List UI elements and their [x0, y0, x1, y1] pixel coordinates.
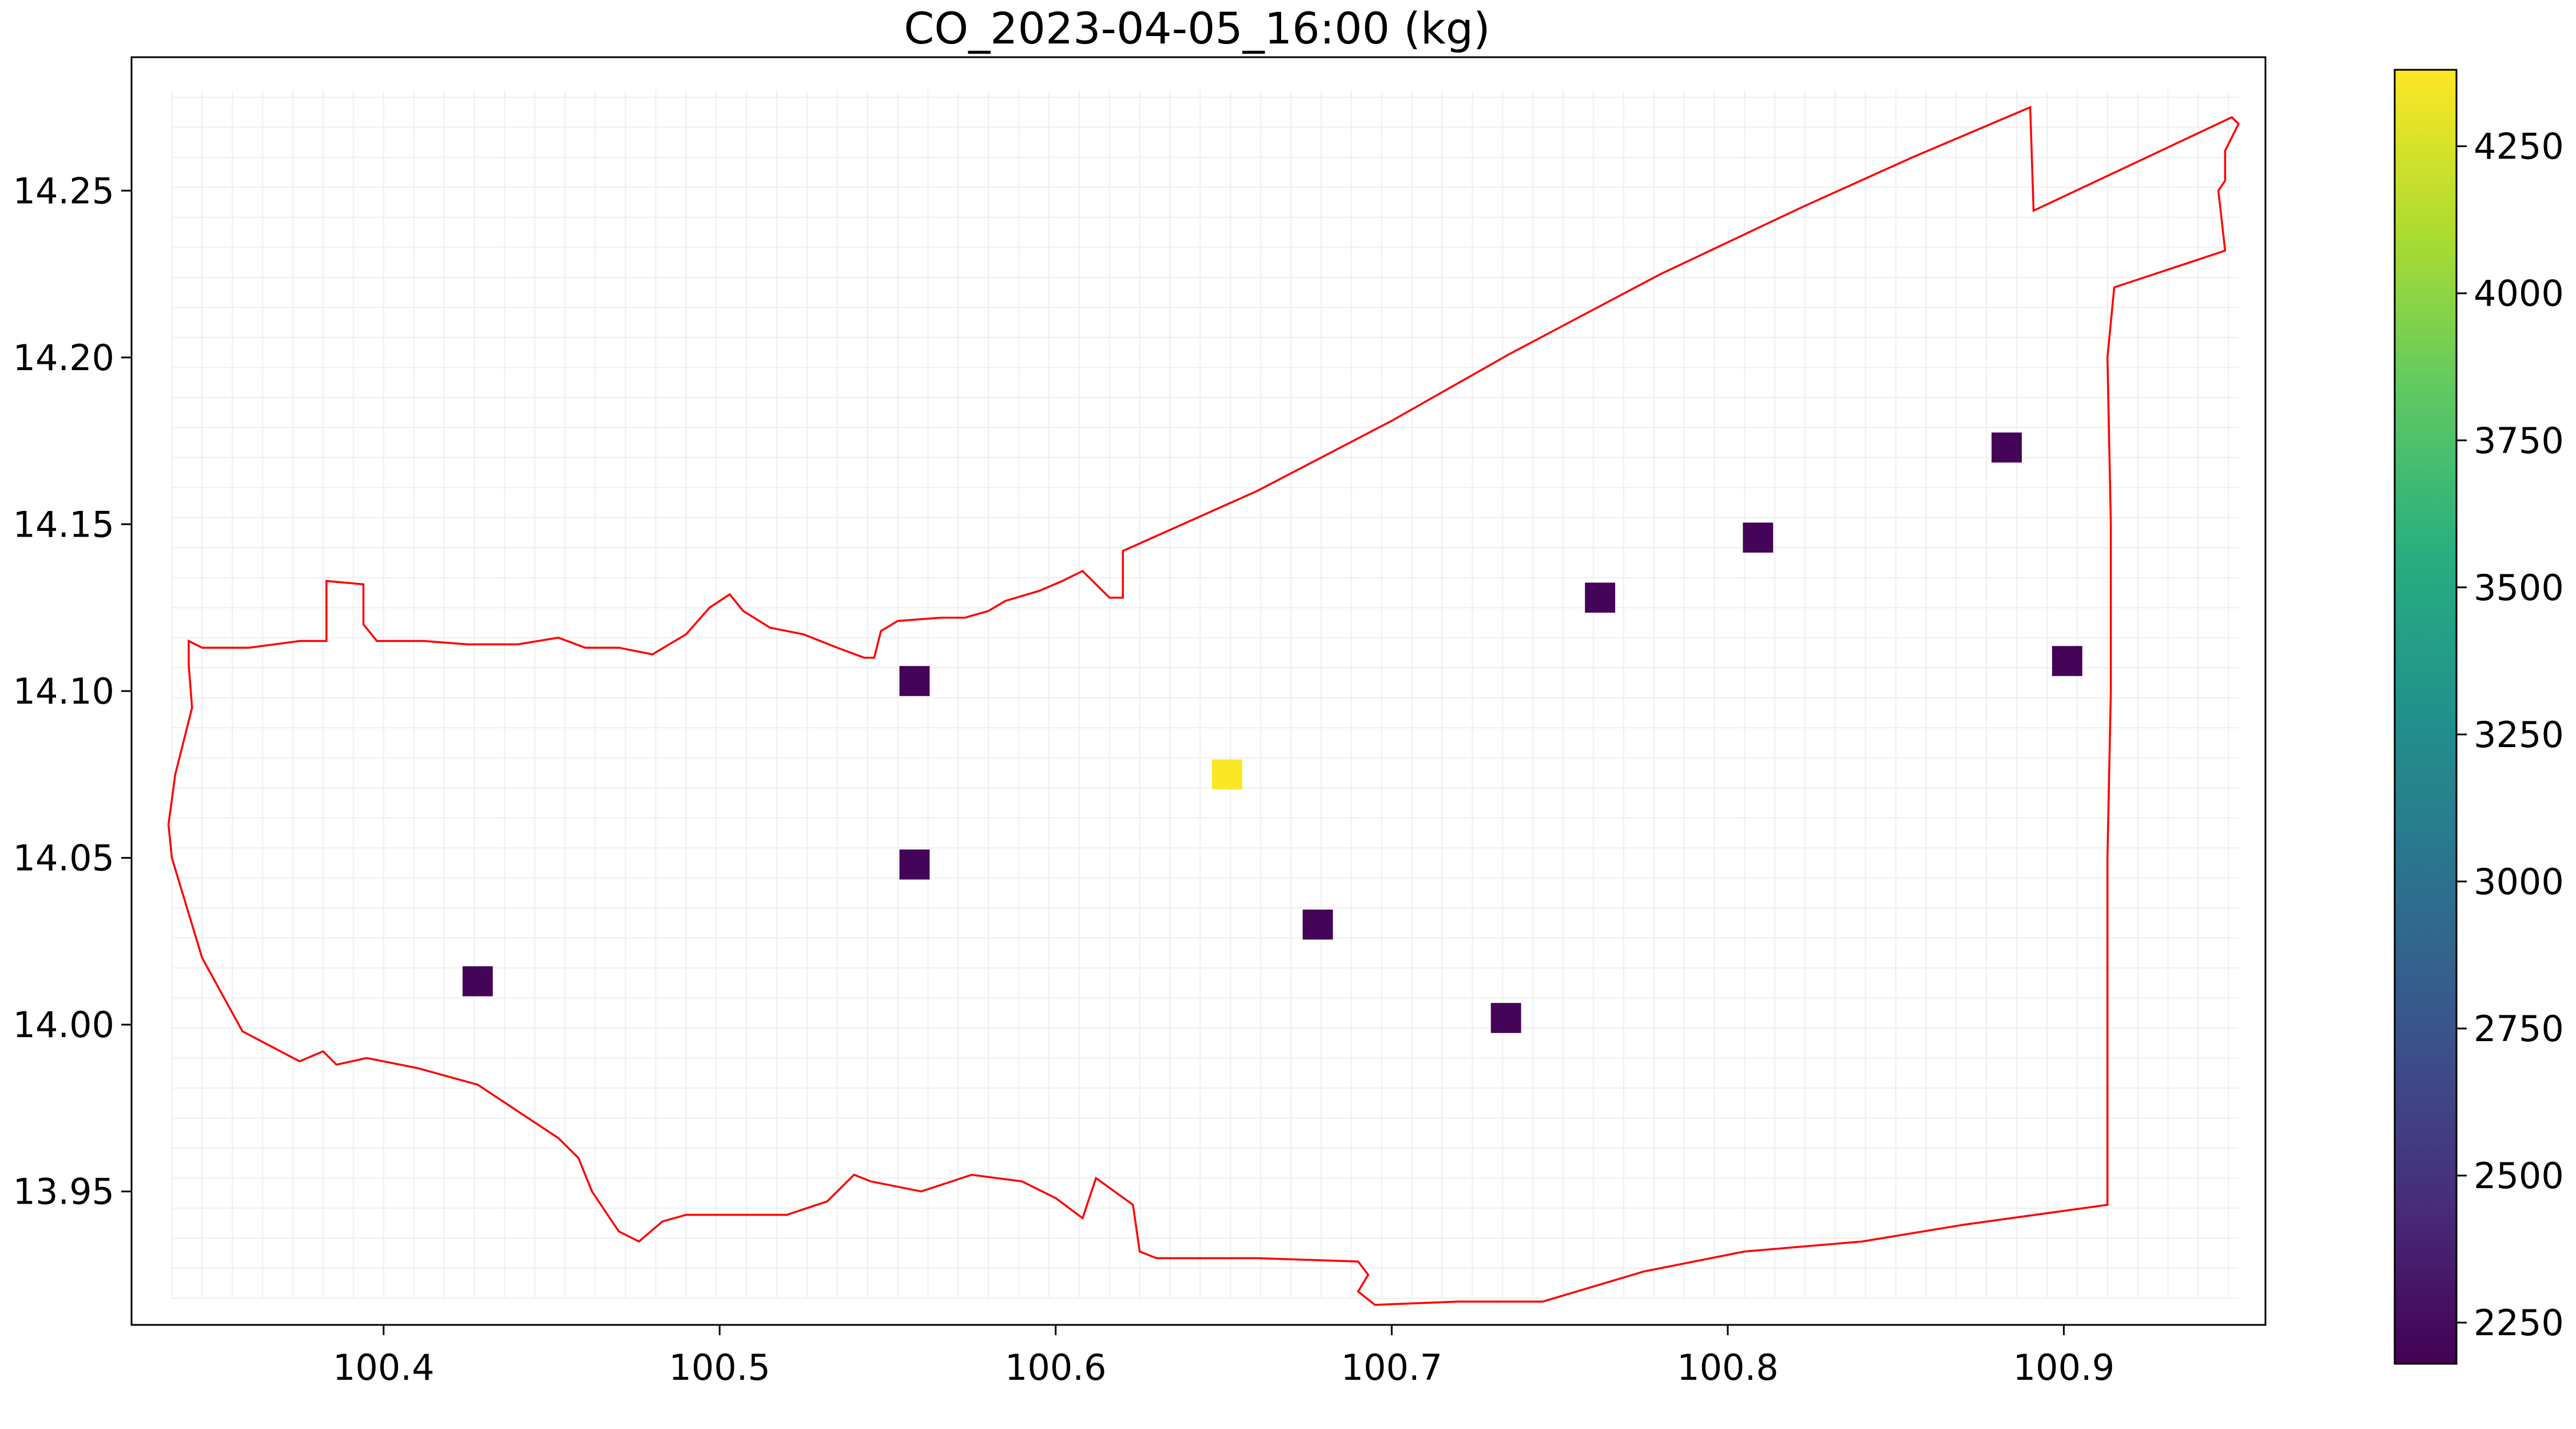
y-axis: 13.95 14.00 14.05 14.10 14.15 14.20 14.25 [13, 170, 132, 1213]
y-tick-label: 14.20 [13, 337, 115, 379]
heatmap-cell [1585, 582, 1616, 613]
colorbar-tick-label: 3750 [2474, 420, 2564, 462]
x-tick-label: 100.6 [1005, 1347, 1107, 1388]
y-tick-label: 13.95 [13, 1171, 115, 1213]
heatmap-cell [1991, 432, 2022, 463]
colorbar-tick-label: 3000 [2474, 861, 2564, 903]
x-tick-label: 100.4 [333, 1347, 435, 1388]
heatmap-cell [2052, 646, 2082, 676]
colorbar-tick-label: 4250 [2474, 126, 2564, 168]
colorbar-tick-label: 2750 [2474, 1008, 2564, 1050]
colorbar-ticks: 2250 2500 2750 3000 3250 3500 3750 4000 4250 [2456, 126, 2564, 1344]
x-axis: 100.4 100.5 100.6 100.7 100.8 100.9 [333, 1325, 2114, 1388]
heatmap-cell [899, 850, 930, 880]
heatmap-cell [1490, 1003, 1521, 1033]
y-tick-label: 14.25 [13, 170, 115, 212]
heatmap-cell [899, 666, 930, 696]
x-tick-label: 100.7 [1341, 1347, 1443, 1388]
y-tick-label: 14.10 [13, 670, 115, 712]
colorbar-tick-label: 3250 [2474, 714, 2564, 756]
colorbar: 2250 2500 2750 3000 3250 3500 3750 4000 4250 [2394, 69, 2564, 1365]
x-tick-label: 100.9 [2013, 1347, 2115, 1388]
colorbar-tick-label: 2250 [2474, 1302, 2564, 1344]
y-tick-label: 14.00 [13, 1004, 115, 1046]
heatmap-cell [1302, 909, 1333, 940]
heatmap-cell [462, 966, 493, 997]
heatmap-cells [462, 432, 2082, 1033]
colorbar-tick-label: 4000 [2474, 273, 2564, 315]
y-tick-label: 14.05 [13, 837, 115, 879]
grid [171, 90, 2239, 1299]
colorbar-tick-label: 3500 [2474, 567, 2564, 609]
heatmap-cell [1212, 759, 1242, 790]
x-tick-label: 100.8 [1677, 1347, 1779, 1388]
x-tick-label: 100.5 [669, 1347, 770, 1388]
heatmap-cell [1743, 522, 1774, 553]
region-boundary [167, 105, 2240, 1306]
colorbar-tick-label: 2500 [2474, 1155, 2564, 1197]
chart-title: CO_2023-04-05_16:00 (kg) [904, 3, 1490, 54]
y-tick-label: 14.15 [13, 503, 115, 545]
colorbar-gradient [2394, 69, 2458, 1365]
plot-area [130, 56, 2267, 1326]
